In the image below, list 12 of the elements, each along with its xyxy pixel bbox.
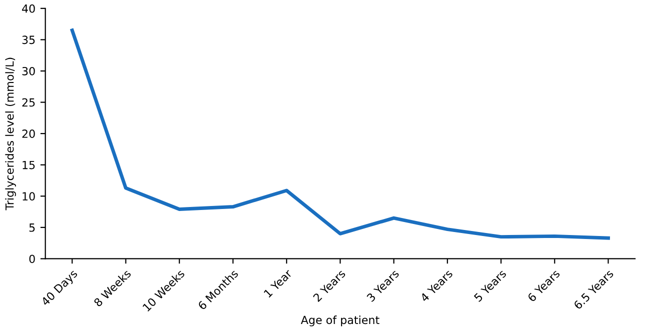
y-tick-label: 20 — [22, 130, 35, 138]
y-tick-label: 10 — [22, 192, 35, 201]
y-tick-label: 40 — [22, 4, 35, 13]
y-tick-label: 0 — [29, 254, 35, 264]
y-tick-label: 5 — [29, 224, 35, 232]
y-tick-label: 25 — [22, 98, 35, 107]
x-axis-title: Age of patient — [300, 316, 380, 326]
y-axis-title: Triglycerides level (mmol/L) — [5, 58, 16, 210]
line-series — [70, 28, 610, 240]
y-tick-label: 35 — [22, 36, 35, 44]
y-tick-label: 15 — [22, 160, 35, 170]
y-tick-label: 30 — [22, 66, 35, 76]
